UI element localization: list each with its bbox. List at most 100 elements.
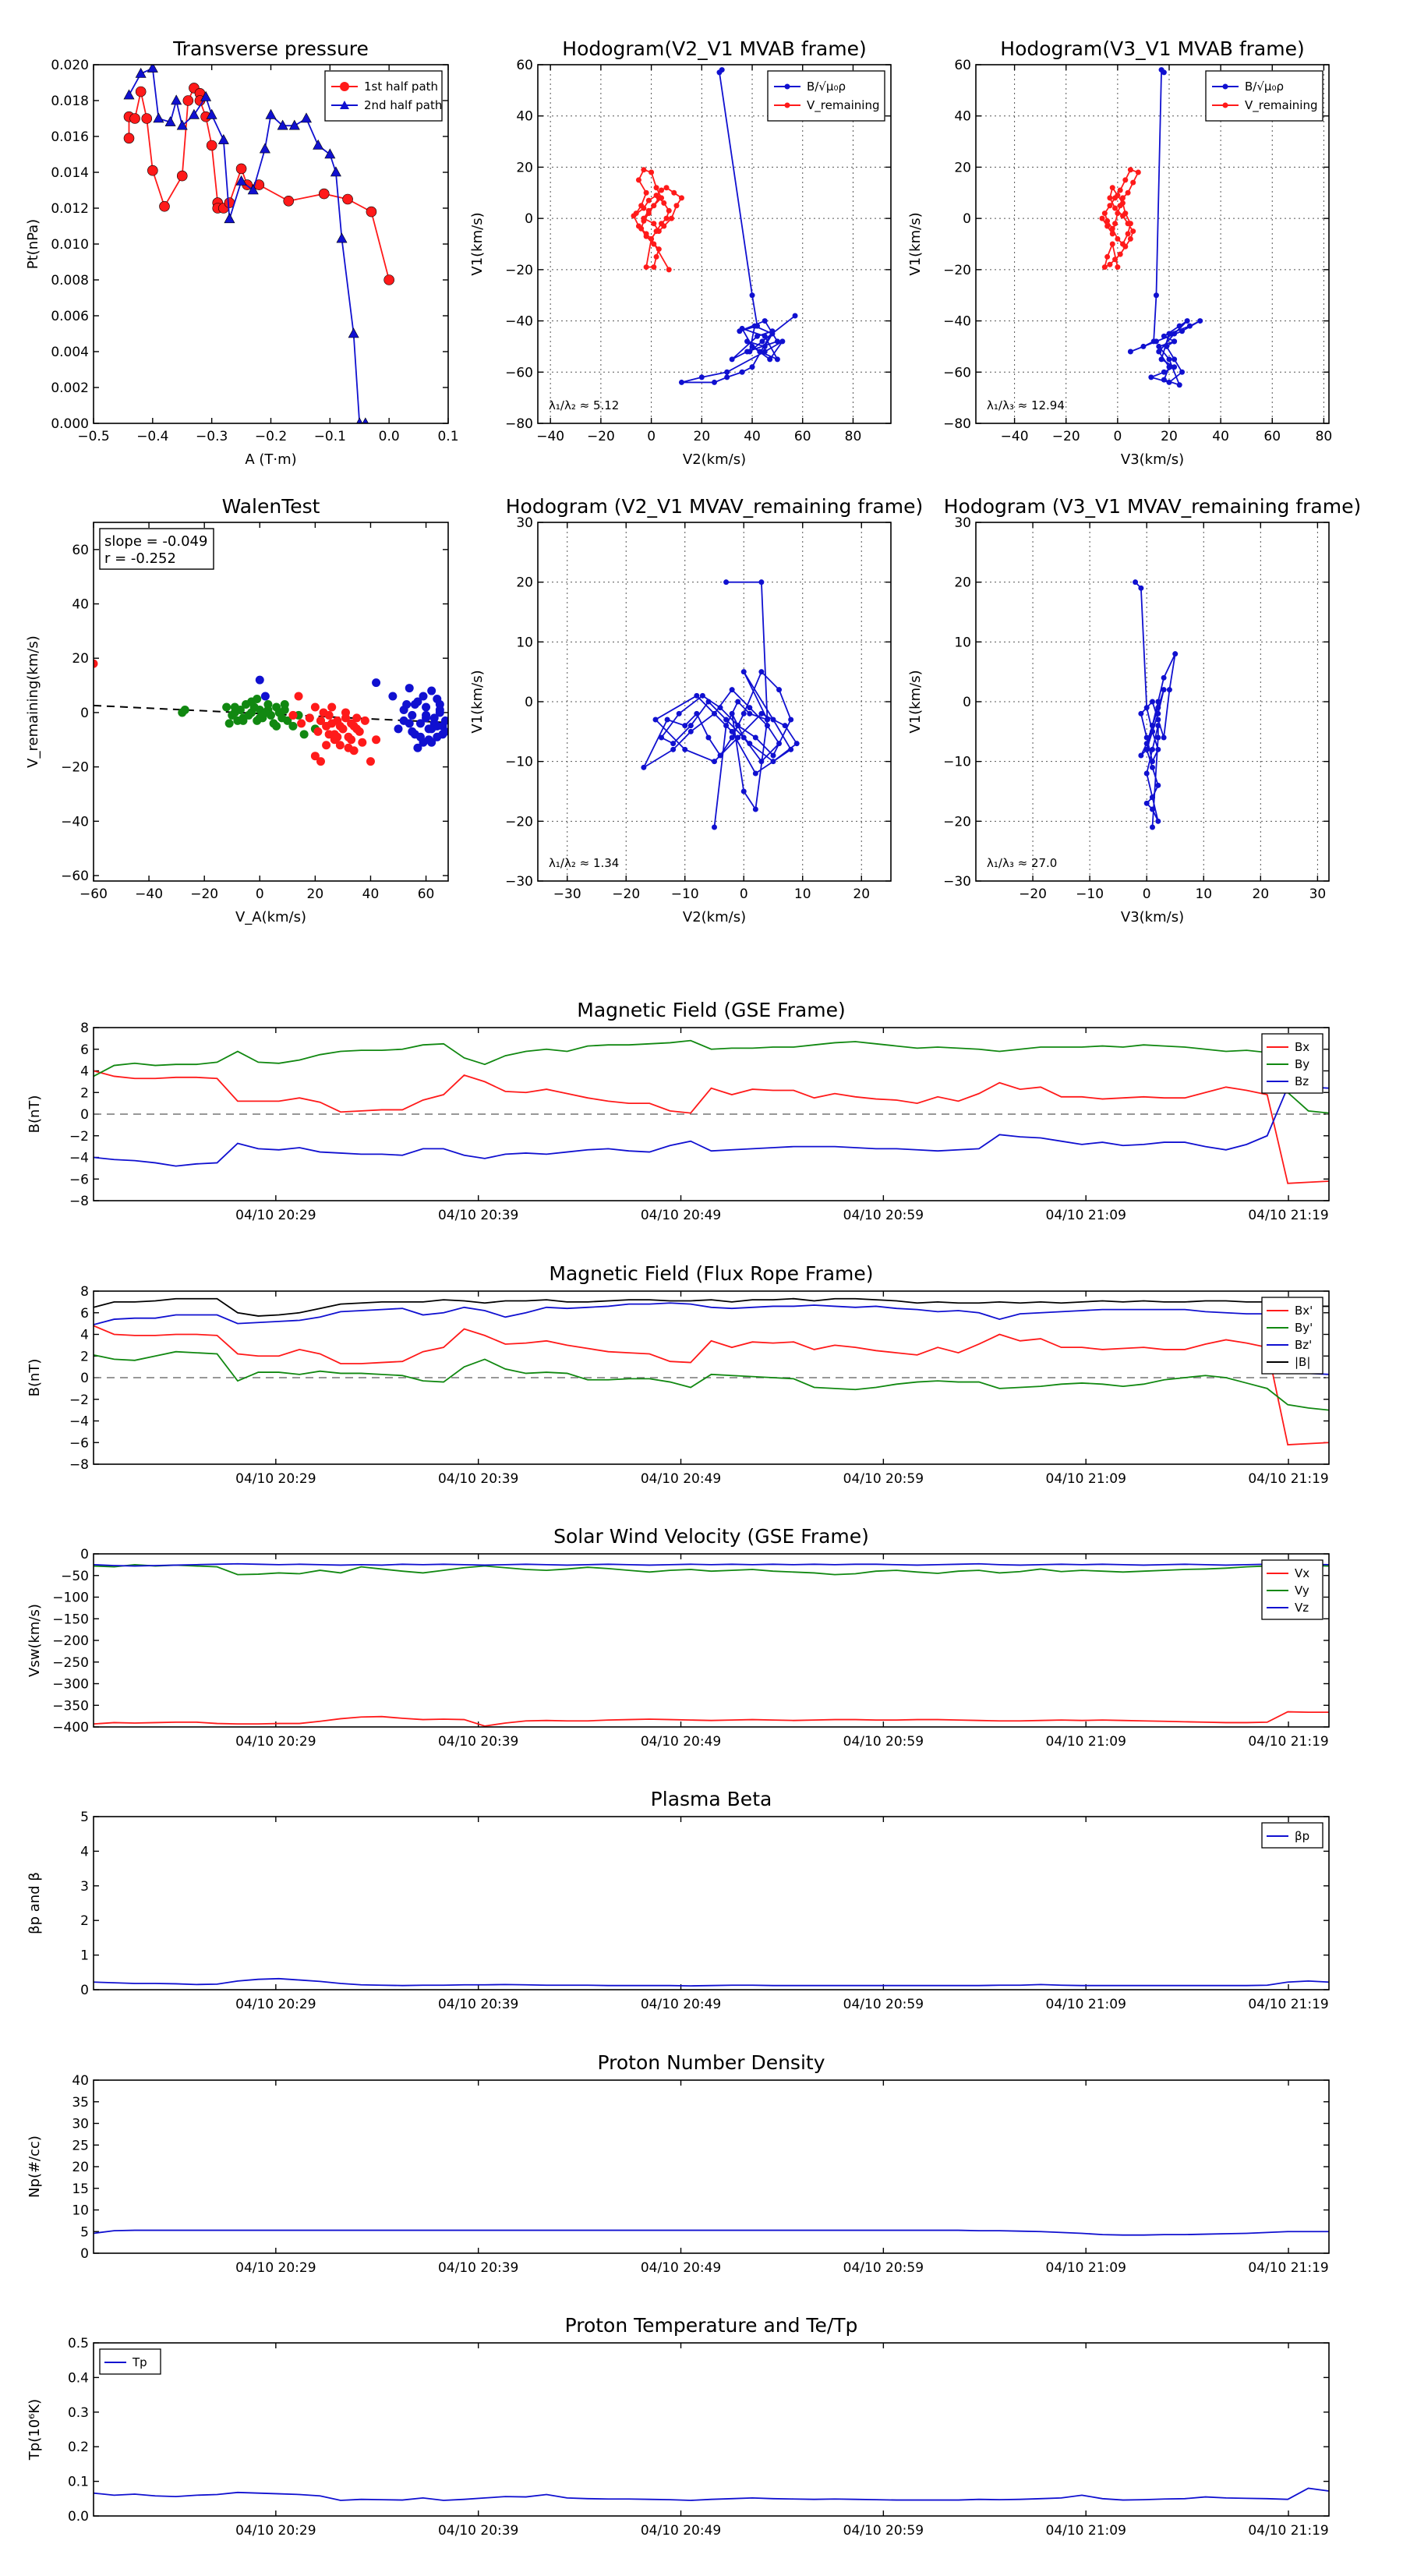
y-tick-label: 4	[80, 1064, 89, 1080]
data-point	[676, 710, 682, 717]
data-point	[1107, 261, 1113, 267]
y-tick-label: −100	[52, 1591, 89, 1606]
data-point	[712, 759, 717, 765]
y-tick-label: 30	[954, 515, 971, 531]
legend: B/√μ₀ρ V_remaining	[1205, 70, 1323, 122]
data-point	[305, 713, 314, 723]
y-tick-label: 0	[963, 695, 971, 710]
data-point	[182, 95, 194, 106]
data-point	[682, 723, 688, 729]
legend-frame	[1261, 1822, 1323, 1849]
data-point	[705, 699, 712, 705]
x-tick-label: 30	[1309, 886, 1327, 902]
legend: Bx' By' Bz' |B|	[1261, 1297, 1323, 1375]
data-point	[415, 732, 425, 741]
y-tick-label: −2	[69, 1392, 89, 1408]
data-point	[164, 115, 176, 126]
data-point	[740, 734, 747, 741]
data-point	[153, 112, 164, 123]
data-point	[666, 207, 672, 214]
x-tick-label: 40	[744, 429, 761, 444]
data-point	[663, 215, 670, 221]
y-tick-label: 0.008	[51, 273, 89, 288]
data-point	[793, 741, 800, 747]
data-point	[747, 710, 753, 717]
y-tick-label: 40	[72, 597, 89, 613]
y-axis-label: B(nT)	[27, 1095, 43, 1134]
y-axis-label: V1(km/s)	[907, 670, 924, 733]
data-point	[668, 215, 674, 221]
plot-area	[123, 65, 394, 423]
y-tick-label: 3	[80, 1879, 89, 1895]
data-point	[774, 338, 780, 345]
y-tick-label: 0.000	[51, 416, 89, 432]
time-tick-label: 04/10 20:29	[235, 1471, 316, 1487]
data-point	[645, 197, 652, 203]
data-point	[260, 708, 270, 717]
data-point	[1155, 699, 1161, 705]
data-point	[1155, 734, 1161, 741]
time-tick-label: 04/10 20:39	[438, 1208, 518, 1223]
data-point	[1161, 333, 1167, 339]
data-point	[1117, 187, 1123, 193]
x-tick-label: −20	[1052, 429, 1080, 444]
data-point	[656, 246, 662, 253]
legend: B/√μ₀ρ V_remaining	[767, 70, 885, 122]
data-point	[342, 193, 353, 205]
x-tick-label: 60	[1263, 429, 1281, 444]
data-point	[717, 752, 723, 759]
panel-hodogram-v3-v1-mvab: Hodogram(V3_V1 MVAB frame) −40 −20 0 20 40 60 8…	[907, 37, 1332, 468]
y-tick-label: 0	[525, 211, 533, 227]
time-tick-label: 04/10 21:19	[1248, 1734, 1328, 1750]
y-tick-label: 0.4	[68, 2370, 89, 2386]
x-tick-label: −0.4	[136, 429, 168, 444]
y-tick-label: 0.5	[68, 2336, 89, 2351]
data-point	[1161, 369, 1167, 375]
data-point	[729, 710, 735, 717]
x-axis-label: V3(km/s)	[1121, 451, 1184, 468]
time-tick-label: 04/10 20:49	[641, 1208, 721, 1223]
x-tick-label: 40	[1212, 429, 1229, 444]
data-point	[631, 213, 637, 219]
legend-marker	[784, 102, 790, 108]
data-point	[1172, 331, 1178, 337]
data-point	[1101, 211, 1108, 217]
y-tick-label: 4	[80, 1328, 89, 1343]
data-point	[1109, 241, 1115, 247]
series-line	[94, 1070, 1329, 1184]
data-point	[641, 167, 647, 173]
data-point	[1166, 687, 1172, 693]
y-tick-label: 0	[80, 1107, 89, 1123]
legend-marker	[340, 82, 349, 91]
data-point	[1125, 221, 1131, 227]
data-point	[1109, 185, 1115, 191]
data-point	[1125, 189, 1131, 196]
data-point	[224, 719, 234, 728]
time-tick-label: 04/10 20:29	[235, 1208, 316, 1223]
data-point	[324, 148, 336, 159]
y-axis-label: B(nT)	[27, 1359, 43, 1397]
data-point	[1127, 167, 1133, 173]
data-point	[752, 734, 758, 741]
data-point	[764, 717, 770, 723]
plot-area	[631, 67, 798, 385]
data-point	[1143, 800, 1150, 806]
series-line	[94, 1977, 1329, 1987]
data-point	[1143, 705, 1150, 711]
y-axis-label: V1(km/s)	[907, 212, 924, 275]
legend: Vx Vy Vz	[1261, 1559, 1323, 1620]
y-tick-label: 0.2	[68, 2440, 89, 2455]
data-point	[1127, 349, 1133, 355]
data-point	[1155, 723, 1161, 729]
timeseries-title: Proton Temperature and Te/Tp	[565, 2314, 858, 2337]
y-tick-label: 20	[516, 575, 533, 591]
data-point	[1156, 343, 1162, 349]
plot-frame	[93, 1290, 1330, 1465]
time-tick-label: 04/10 21:09	[1046, 2260, 1126, 2276]
ratio-annotation: λ₁/λ₃ ≈ 12.94	[987, 398, 1065, 412]
data-point	[729, 734, 735, 741]
x-tick-label: 40	[362, 886, 380, 902]
legend: 1st half path 2nd half path	[324, 70, 443, 122]
plot-frame	[93, 2342, 1330, 2517]
data-point	[752, 806, 758, 812]
